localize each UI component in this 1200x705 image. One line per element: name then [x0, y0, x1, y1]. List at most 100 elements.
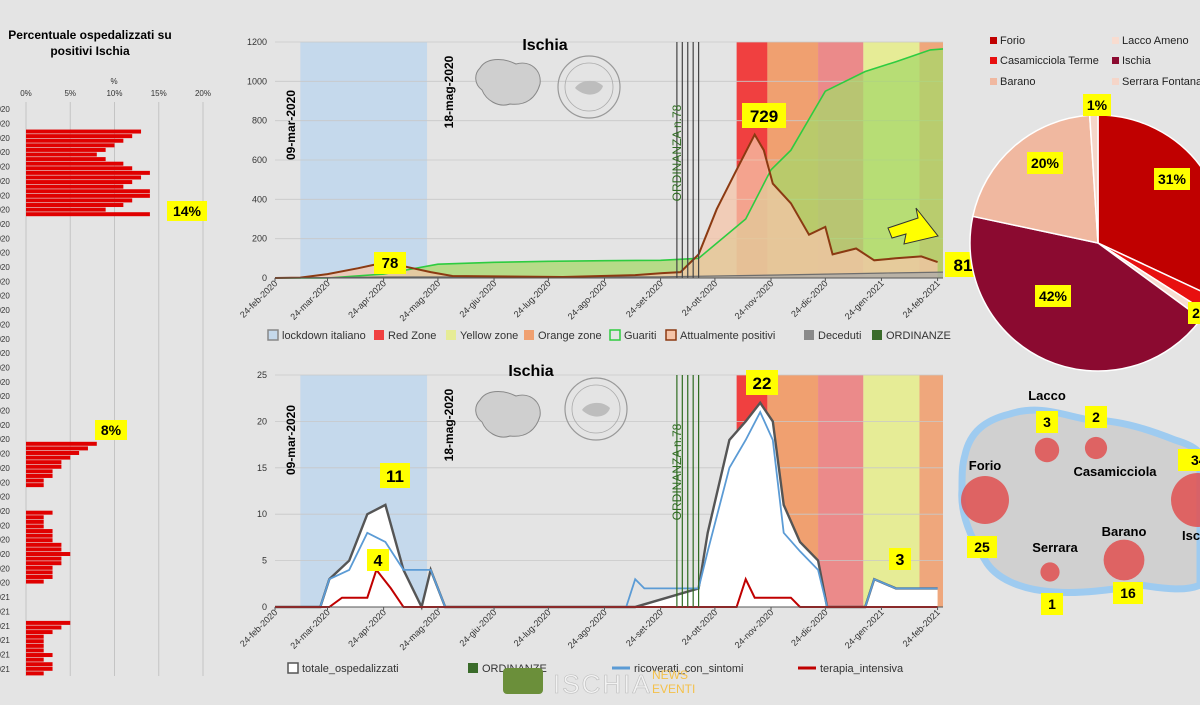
bar [26, 630, 53, 635]
pie-label-1: 1% [1083, 94, 1111, 116]
bottom-callout-22: 22 [746, 370, 778, 395]
top-annot-ordinanza: ORDINANZA n.78 [670, 104, 684, 201]
brand-eventi: EVENTI [652, 682, 695, 696]
tick-label: 24-feb-2021 [901, 278, 942, 319]
bar [26, 483, 44, 488]
callout-text: 3 [896, 552, 905, 569]
row-label: 2020 [0, 220, 10, 229]
legend-swatch [990, 78, 997, 85]
bar [26, 166, 133, 171]
bar [26, 657, 44, 662]
legend-swatch [468, 663, 478, 673]
tick-label: 24-ago-2020 [566, 607, 609, 650]
row-label: 2021 [0, 607, 10, 616]
row-label: 2020 [0, 349, 10, 358]
callout-box [1041, 593, 1063, 615]
left-callout-14: 14% [167, 201, 207, 221]
bar [26, 473, 53, 478]
tick-label: 1200 [247, 37, 267, 47]
map-bubble [961, 476, 1009, 524]
map-bubbles [961, 436, 1200, 582]
tick-label: 400 [252, 194, 267, 204]
tick-label: 24-set-2020 [624, 278, 665, 319]
map-bubble [1040, 562, 1060, 582]
left-panel-x-ticks: 0% 5% 10% 15% 20% [20, 89, 211, 98]
legend-swatch [804, 330, 814, 340]
tick-label: 800 [252, 116, 267, 126]
island-silhouette-icon [475, 59, 541, 106]
callout-box [374, 252, 406, 274]
bar [26, 152, 97, 157]
legend-label: totale_ospedalizzati [302, 663, 399, 675]
bar [26, 542, 62, 547]
left-panel-title-line2: positivi Ischia [50, 44, 130, 58]
row-label: 2020 [0, 493, 10, 502]
left-callout-8: 8% [95, 420, 127, 440]
top-y-ticks: 0 200 400 600 800 1000 1200 [247, 37, 267, 283]
yellow-zone-band [863, 375, 920, 607]
map-value-ischia: 34 [1178, 449, 1200, 471]
callout-box [746, 370, 778, 395]
row-label: 2020 [0, 564, 10, 573]
row-label: 2020 [0, 249, 10, 258]
bar [26, 161, 124, 166]
row-label: 2021 [0, 593, 10, 602]
tick-label: 0% [20, 89, 32, 98]
bar [26, 157, 106, 162]
bar [26, 189, 150, 194]
row-label: 2020 [0, 277, 10, 286]
bar [26, 620, 71, 625]
tick-label: 24-dic-2020 [789, 607, 830, 648]
top-callout-78: 78 [374, 252, 406, 274]
row-label: 2020 [0, 120, 10, 129]
callout-text: 8% [101, 422, 122, 438]
tick-label: 24-giu-2020 [457, 607, 498, 648]
row-label: 2020 [0, 105, 10, 114]
bar [26, 662, 53, 667]
row-label: 2020 [0, 521, 10, 530]
bar [26, 634, 44, 639]
bottom-annot-lockdown: 09-mar-2020 [284, 405, 298, 475]
tick-label: 24-ott-2020 [680, 278, 720, 318]
bar [26, 524, 44, 529]
row-label: 2020 [0, 392, 10, 401]
tick-label: 24-nov-2020 [733, 607, 776, 650]
top-annot-reopen: 18-mag-2020 [442, 55, 456, 128]
left-panel: Percentuale ospedalizzati su positivi Is… [0, 28, 211, 676]
bar [26, 469, 53, 474]
tick-label: 24-lug-2020 [512, 278, 553, 319]
association-seal-icon [564, 377, 628, 441]
callout-text: 22 [753, 374, 772, 393]
tick-label: 24-gen-2021 [843, 607, 886, 650]
map-bubble [1034, 437, 1060, 463]
row-label: 2020 [0, 464, 10, 473]
red-zone-band [818, 375, 864, 607]
legend-label: Forio [1000, 35, 1025, 47]
legend-label: Yellow zone [460, 330, 518, 342]
legend-label: Casamicciola Terme [1000, 55, 1099, 67]
legend-swatch [609, 329, 621, 341]
tick-label: 24-dic-2020 [789, 278, 830, 319]
row-label: 2020 [0, 478, 10, 487]
bar [26, 203, 124, 208]
legend-label: Serrara Fontana [1122, 76, 1200, 88]
legend-label: lockdown italiano [282, 330, 366, 342]
bar [26, 533, 53, 538]
bar [26, 570, 53, 575]
bar [26, 184, 124, 189]
bar [26, 446, 88, 451]
bottom-y-ticks: 0 5 10 15 20 25 [257, 370, 267, 612]
callout-box [1027, 152, 1063, 174]
callout-box [380, 463, 410, 488]
brand-badge-icon [503, 668, 543, 694]
map-town-casamicciola: Casamicciola [1073, 464, 1157, 479]
totale-area [275, 402, 938, 607]
positivi-area [275, 134, 938, 278]
bar [26, 625, 62, 630]
legend-swatch [1112, 57, 1119, 64]
pie-slice [969, 215, 1200, 372]
bar [26, 134, 133, 139]
tick-label: 0 [262, 273, 267, 283]
top-callout-729: 729 [742, 103, 786, 128]
row-label: 2020 [0, 407, 10, 416]
